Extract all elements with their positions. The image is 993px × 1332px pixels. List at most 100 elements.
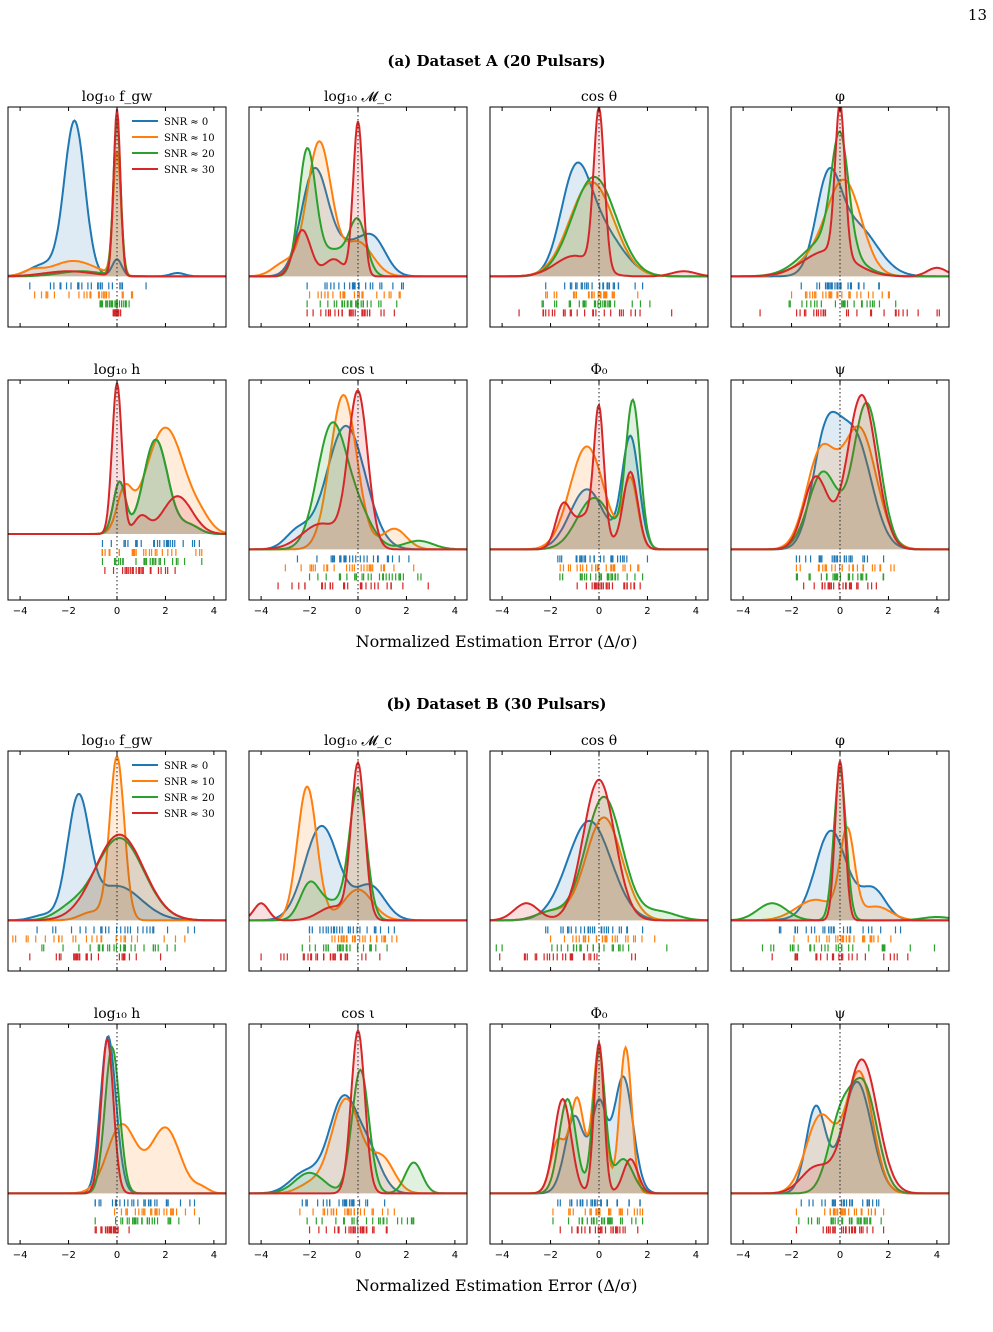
x-tick-label: 0 — [114, 606, 120, 617]
density-fill-snr10 — [8, 150, 226, 277]
x-tick-label: 4 — [934, 606, 940, 617]
density-fill-snr20 — [249, 787, 467, 921]
x-tick-label: 0 — [114, 1250, 120, 1261]
density-line-snr30 — [731, 1058, 949, 1195]
x-tick-label: 2 — [885, 606, 891, 617]
x-tick-label: 0 — [837, 1250, 843, 1261]
density-fill-snr30 — [8, 109, 226, 277]
density-fill-snr30 — [249, 1030, 467, 1194]
panel-title: φ — [835, 89, 845, 105]
x-tick-label: 4 — [693, 606, 699, 617]
panel-0-1-0: log₁₀ h −4 −2 0 2 4 — [7, 362, 227, 617]
section-title-b: (b) Dataset B (30 Pulsars) — [386, 695, 607, 713]
density-fill-snr0 — [249, 825, 467, 921]
x-tick-label: 2 — [162, 606, 168, 617]
density-fill-snr10 — [8, 427, 226, 534]
density-fill-snr10 — [490, 817, 708, 921]
panel-1-0-0: log₁₀ f_gw SNR ≈ 0 SNR ≈ 10 SNR ≈ 20 SNR ≈ 3… — [7, 733, 227, 972]
density-fill-snr20 — [490, 399, 708, 550]
density-fill-snr20 — [490, 176, 708, 277]
density-line-snr30 — [731, 760, 949, 922]
density-fill-snr10 — [490, 1046, 708, 1194]
x-tick-label: −4 — [495, 1250, 510, 1261]
density-line-snr30 — [249, 389, 467, 551]
density-fill-snr0 — [249, 167, 467, 277]
density-fill-snr0 — [490, 1076, 708, 1194]
density-line-snr30 — [8, 1036, 226, 1195]
panel-0-1-3: ψ −4 −2 0 2 4 — [730, 362, 950, 617]
section-title-a: (a) Dataset A (20 Pulsars) — [387, 52, 606, 70]
density-line-snr30 — [731, 107, 949, 278]
density-fill-snr30 — [731, 107, 949, 277]
density-fill-snr30 — [490, 779, 708, 921]
page-number: 13 — [967, 6, 987, 24]
x-tick-label: −4 — [13, 606, 28, 617]
x-tick-label: 4 — [211, 1250, 217, 1261]
x-tick-label: −2 — [61, 606, 76, 617]
panel-title: log₁₀ h — [94, 362, 141, 378]
density-line-snr20 — [249, 1068, 467, 1195]
density-fill-snr30 — [731, 760, 949, 921]
x-tick-label: 2 — [644, 606, 650, 617]
density-fill-snr20 — [249, 422, 467, 550]
x-tick-label: −2 — [543, 606, 558, 617]
x-tick-label: −4 — [736, 1250, 751, 1261]
legend-entry-snr0: SNR ≈ 0 — [164, 117, 208, 128]
x-tick-label: −2 — [784, 1250, 799, 1261]
density-fill-snr0 — [8, 120, 226, 277]
panel-title: cos ι — [341, 362, 374, 378]
x-tick-label: 4 — [693, 1250, 699, 1261]
panel-title: cos θ — [581, 89, 617, 105]
density-fill-snr10 — [249, 1098, 467, 1194]
density-fill-snr10 — [490, 182, 708, 277]
density-fill-snr30 — [490, 1042, 708, 1194]
legend-entry-snr30: SNR ≈ 30 — [164, 165, 215, 176]
panel-title: log₁₀ h — [94, 1006, 141, 1022]
density-fill-snr20 — [731, 769, 949, 921]
density-fill-snr30 — [249, 390, 467, 550]
panel-0-0-3: φ — [730, 89, 950, 328]
density-fill-snr0 — [490, 820, 708, 921]
x-axis-label-b: Normalized Estimation Error (Δ/σ) — [355, 1276, 638, 1295]
x-axis-label-a: Normalized Estimation Error (Δ/σ) — [355, 632, 638, 651]
x-tick-label: 4 — [211, 606, 217, 617]
density-fill-snr30 — [731, 394, 949, 550]
x-tick-label: −4 — [254, 606, 269, 617]
x-tick-label: −2 — [302, 606, 317, 617]
panel-1-1-2: Φ₀ −4 −2 0 2 4 — [489, 1006, 709, 1261]
panel-1-1-3: ψ −4 −2 0 2 4 — [730, 1006, 950, 1261]
x-tick-label: 2 — [644, 1250, 650, 1261]
density-fill-snr0 — [490, 435, 708, 550]
panel-title: log₁₀ f_gw — [82, 733, 153, 749]
x-tick-label: 4 — [934, 1250, 940, 1261]
panel-1-1-0: log₁₀ h −4 −2 0 2 4 — [7, 1006, 227, 1261]
density-fill-snr30 — [8, 382, 226, 534]
panel-1-0-2: cos θ — [489, 733, 709, 972]
panel-title: ψ — [835, 362, 846, 378]
panel-1-0-1: log₁₀ 𝓜_c — [248, 733, 468, 972]
x-tick-label: 0 — [837, 606, 843, 617]
x-tick-label: 4 — [452, 606, 458, 617]
panel-title: log₁₀ 𝓜_c — [324, 89, 392, 105]
density-line-snr30 — [249, 1028, 467, 1195]
density-fill-snr30 — [8, 834, 226, 921]
panel-title: cos θ — [581, 733, 617, 749]
x-tick-label: −2 — [302, 1250, 317, 1261]
density-fill-snr20 — [8, 120, 226, 277]
density-fill-snr0 — [8, 794, 226, 921]
panel-1-1-1: cos ι −4 −2 0 2 4 — [248, 1006, 468, 1261]
x-tick-label: 0 — [596, 606, 602, 617]
density-fill-snr20 — [249, 148, 467, 277]
density-fill-snr20 — [490, 1051, 708, 1194]
legend-entry-snr10: SNR ≈ 10 — [164, 133, 215, 144]
density-fill-snr20 — [249, 1069, 467, 1194]
x-tick-label: 2 — [162, 1250, 168, 1261]
panel-0-0-1: log₁₀ 𝓜_c — [248, 89, 468, 328]
panel-title: log₁₀ f_gw — [82, 89, 153, 105]
density-fill-snr10 — [490, 446, 708, 550]
x-tick-label: −2 — [61, 1250, 76, 1261]
density-fill-snr10 — [731, 827, 949, 921]
x-tick-label: 2 — [403, 606, 409, 617]
x-tick-label: −2 — [543, 1250, 558, 1261]
